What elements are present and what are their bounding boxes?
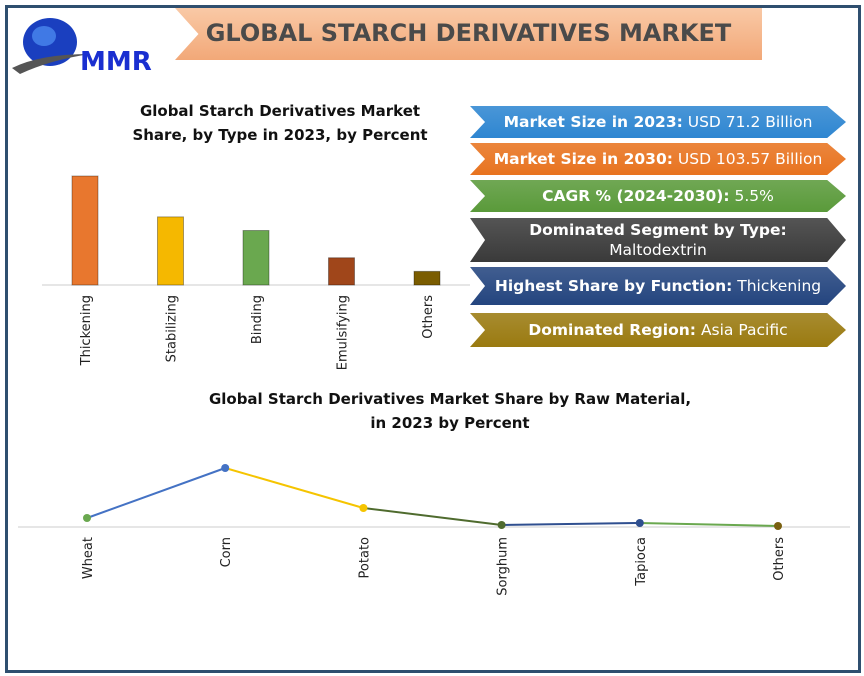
info-label: CAGR % (2024-2030): [542,187,730,205]
data-point [497,521,506,529]
mmr-logo: MMR [12,18,152,76]
title-banner: GLOBAL STARCH DERIVATIVES MARKET [175,8,762,60]
info-value: USD 103.57 Billion [677,150,823,168]
data-point [359,504,368,512]
bar-chart-title: Global Starch Derivatives Market Share, b… [132,102,428,144]
info-label: Market Size in 2023: [503,113,683,131]
bar [157,216,184,286]
x-tick-label: Emulsifying [336,295,351,370]
x-tick-label: Corn [219,537,234,567]
info-label: Dominated Segment by Type: [529,221,787,239]
x-tick-label: Binding [250,295,265,344]
info-arrow: Highest Share by Function: Thickening [470,267,846,305]
line-chart-title: Global Starch Derivatives Market Share b… [208,390,692,432]
data-point [635,519,644,527]
x-tick-label: Wheat [81,537,96,579]
page-title: GLOBAL STARCH DERIVATIVES MARKET [205,19,732,47]
line-segment [86,467,226,519]
info-arrow: Dominated Region: Asia Pacific [470,313,846,347]
bar-chart: Thickening Stabilizing Binding Emulsifying O… [42,175,470,370]
info-arrow: CAGR % (2024-2030): 5.5% [470,180,846,212]
info-label: Highest Share by Function: [494,277,733,295]
line-segment [639,522,779,527]
data-point [83,514,91,522]
info-arrow: Dominated Segment by Type: Maltodextrin [470,218,846,262]
x-tick-label: Thickening [79,295,94,366]
line-segment [501,522,640,526]
info-arrow: Market Size in 2023: USD 71.2 Billion [470,106,846,138]
x-tick-label: Stabilizing [165,295,180,362]
x-tick-label: Others [772,537,787,581]
info-value: 5.5% [734,187,774,205]
bar [71,175,99,286]
info-value: Maltodextrin [609,241,707,259]
frame [5,5,861,673]
info-label: Dominated Region: [528,321,696,339]
line-chart: Wheat Corn Potato Sorghum Tapioca Others [18,464,850,596]
bar [328,257,355,286]
info-value: Asia Pacific [700,321,788,339]
bar [413,270,441,286]
line-segment [363,507,502,526]
info-arrow: Market Size in 2030: USD 103.57 Billion [470,143,846,175]
x-tick-label: Potato [357,537,372,578]
info-value: Thickening [737,277,822,295]
line-segment [224,467,364,509]
x-tick-label: Others [421,295,436,339]
x-tick-label: Sorghum [496,537,511,596]
data-point [774,522,782,530]
info-value: USD 71.2 Billion [687,113,813,131]
data-point [221,464,230,472]
svg-text:MMR: MMR [80,47,152,76]
info-label: Market Size in 2030: [493,150,673,168]
bar [242,230,270,286]
x-tick-label: Tapioca [634,537,649,587]
